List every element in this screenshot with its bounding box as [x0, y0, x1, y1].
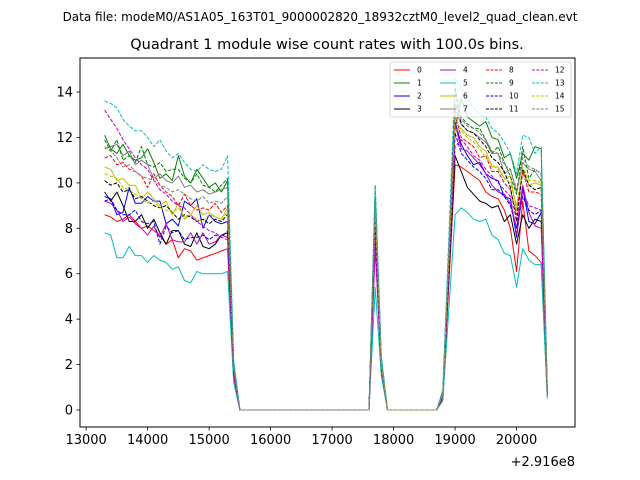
- legend-frame: [389, 61, 572, 118]
- series-line-15: [104, 105, 548, 411]
- legend-label-13: 13: [555, 79, 565, 88]
- x-tick-label: 19000: [434, 433, 475, 448]
- series-line-5: [104, 207, 548, 411]
- series-line-6: [104, 127, 548, 411]
- x-axis: 13000 14000 15000 16000 17000 18000 19000 20000: [65, 427, 537, 448]
- legend-label-12: 12: [555, 66, 565, 75]
- legend-label-15: 15: [555, 105, 565, 114]
- y-tick-label: 0: [65, 403, 73, 418]
- x-tick-label: 18000: [373, 433, 414, 448]
- legend-label-1: 1: [417, 79, 422, 88]
- series-line-9: [104, 102, 548, 411]
- y-tick-label: 6: [65, 267, 73, 282]
- legend-label-10: 10: [509, 92, 519, 101]
- series-line-13: [104, 77, 548, 411]
- plot-area: [104, 77, 548, 411]
- x-tick-label: 15000: [188, 433, 229, 448]
- y-tick-label: 2: [65, 358, 73, 373]
- chart-title: Quadrant 1 module wise count rates with …: [130, 37, 524, 53]
- series-line-1: [104, 98, 548, 411]
- series-line-2: [104, 121, 548, 411]
- y-tick-label: 10: [56, 176, 73, 191]
- x-tick-label: 13000: [65, 433, 106, 448]
- x-tick-label: 17000: [311, 433, 352, 448]
- y-tick-label: 14: [56, 86, 73, 101]
- series-line-12: [104, 109, 548, 411]
- y-tick-label: 12: [56, 131, 73, 146]
- series-line-4: [104, 123, 548, 411]
- x-tick-label: 20000: [496, 433, 537, 448]
- legend-label-11: 11: [509, 105, 519, 114]
- legend-label-14: 14: [555, 92, 565, 101]
- legend-label-8: 8: [509, 66, 514, 75]
- series-line-10: [104, 132, 548, 411]
- legend-label-7: 7: [463, 105, 468, 114]
- y-tick-label: 8: [65, 222, 73, 237]
- series-line-7: [104, 109, 548, 411]
- legend-label-2: 2: [417, 92, 422, 101]
- y-axis: 0 2 4 6 8 10 12 14: [56, 86, 80, 418]
- series-line-3: [104, 155, 548, 411]
- legend-label-6: 6: [463, 92, 468, 101]
- series-line-8: [104, 114, 548, 411]
- x-axis-offset-text: +2.916e8: [511, 455, 575, 470]
- legend-label-4: 4: [463, 66, 468, 75]
- legend-label-3: 3: [417, 105, 422, 114]
- x-tick-label: 14000: [127, 433, 168, 448]
- legend-label-9: 9: [509, 79, 514, 88]
- series-line-11: [104, 87, 548, 411]
- series-line-14: [104, 116, 548, 411]
- y-tick-label: 4: [65, 313, 73, 328]
- x-tick-label: 16000: [250, 433, 291, 448]
- figure-suptitle: Data file: modeM0/AS1A05_163T01_90000028…: [63, 10, 578, 24]
- legend-label-5: 5: [463, 79, 468, 88]
- legend-label-0: 0: [417, 66, 422, 75]
- axes-frame: [79, 57, 576, 428]
